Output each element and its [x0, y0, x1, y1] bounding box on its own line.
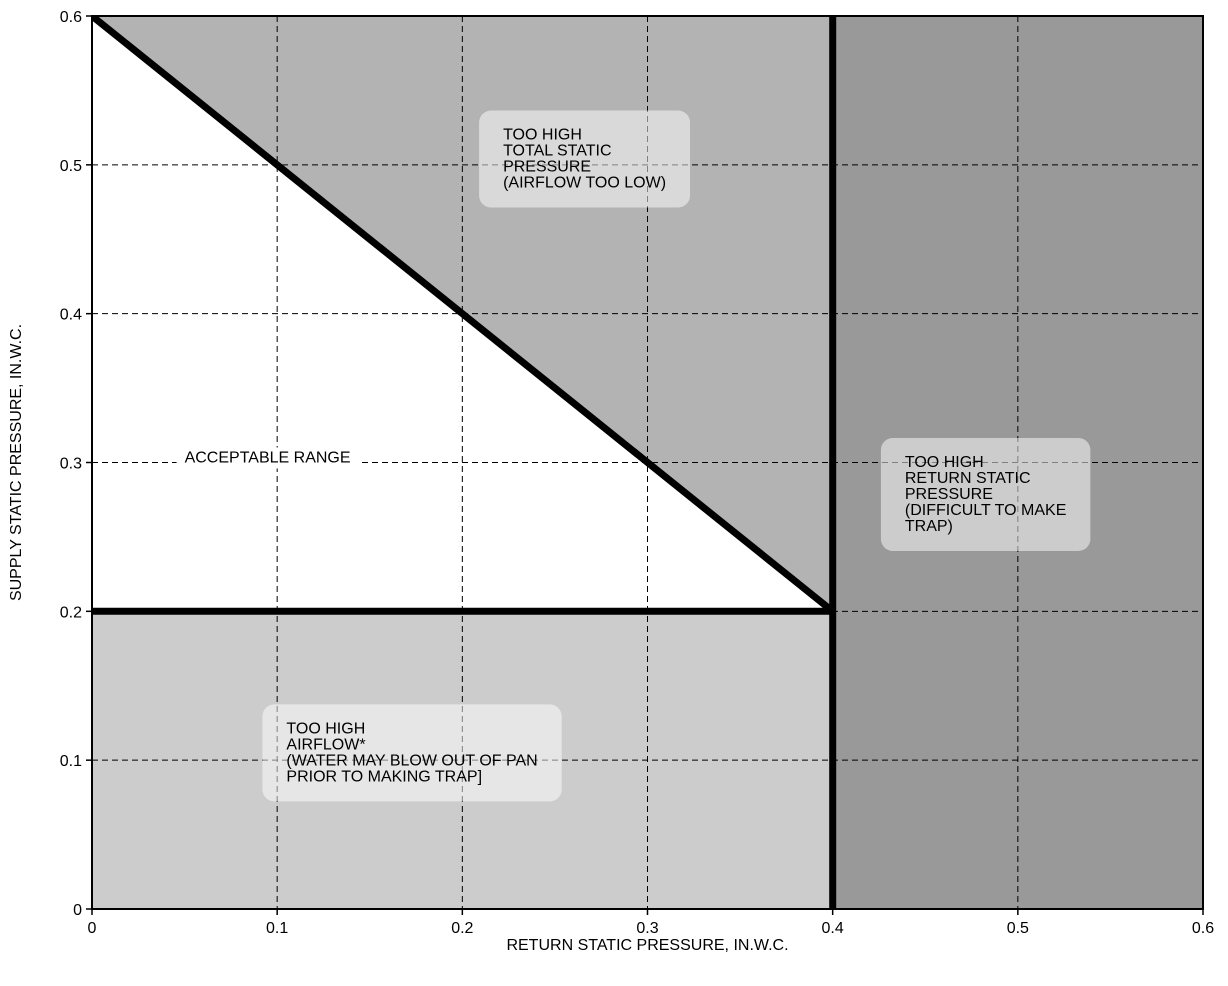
label-text-too-high-return-static: TOO HIGH RETURN STATIC PRESSURE (DIFFICULT …	[905, 454, 1066, 535]
axes: 0 0.1 0.2 0.3 0.4 0.5 0.6 0 0.1 0.2 0.3 0.4 0.5 0.6	[60, 9, 1214, 937]
region-labels: TOO HIGH TOTAL STATIC PRESSURE (AIRFLOW TOO…	[176, 110, 1091, 802]
label-acceptable-range: ACCEPTABLE RANGE	[176, 447, 359, 469]
label-text-acceptable-range: ACCEPTABLE RANGE	[185, 450, 351, 467]
label-box-too-high-airflow	[262, 704, 562, 802]
y-axis-label: SUPPLY STATIC PRESSURE, IN.W.C.	[8, 324, 25, 601]
y-tick-label: 0	[73, 902, 82, 919]
label-box-acceptable-range	[176, 447, 359, 469]
x-tick-label: 0.5	[1007, 920, 1029, 937]
label-text-too-high-total-static: TOO HIGH TOTAL STATIC PRESSURE (AIRFLOW TOO…	[503, 127, 666, 192]
label-box-too-high-total-static	[479, 110, 691, 208]
x-tick-label: 0.6	[1192, 920, 1214, 937]
y-tick-label: 0.6	[60, 9, 82, 26]
y-tick-label: 0.5	[60, 158, 82, 175]
boundary-lines	[92, 16, 837, 909]
x-tick-label: 0	[88, 920, 97, 937]
y-tick-label: 0.2	[60, 604, 82, 621]
label-box-too-high-return-static	[880, 437, 1091, 551]
label-too-high-total-static: TOO HIGH TOTAL STATIC PRESSURE (AIRFLOW TOO…	[479, 110, 691, 208]
y-tick-label: 0.3	[60, 456, 82, 473]
label-too-high-return-static: TOO HIGH RETURN STATIC PRESSURE (DIFFICULT …	[880, 437, 1091, 551]
y-tick-label: 0.1	[60, 753, 82, 770]
x-tick-label: 0.1	[266, 920, 288, 937]
boundary-diagonal	[92, 16, 835, 615]
x-tick-label: 0.3	[636, 920, 658, 937]
label-text-too-high-airflow: TOO HIGH AIRFLOW* (WATER MAY BLOW OUT OF P…	[286, 720, 537, 785]
x-tick-label: 0.4	[822, 920, 844, 937]
label-too-high-airflow: TOO HIGH AIRFLOW* (WATER MAY BLOW OUT OF P…	[262, 704, 562, 802]
y-tick-label: 0.4	[60, 307, 82, 324]
x-tick-label: 0.2	[451, 920, 473, 937]
x-axis-label: RETURN STATIC PRESSURE, IN.W.C.	[506, 937, 788, 954]
